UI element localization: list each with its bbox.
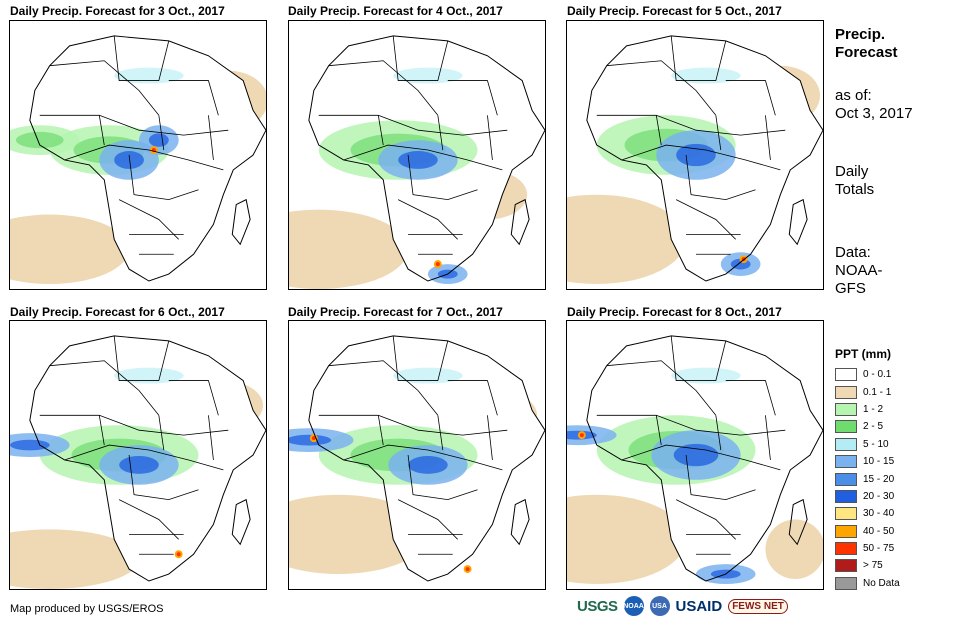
legend-item: 30 - 40 <box>835 505 900 522</box>
side-title-line2: Forecast <box>835 44 898 61</box>
totals-line2: Totals <box>835 181 875 198</box>
legend-item: 5 - 10 <box>835 436 900 453</box>
panel-title-oct3: Daily Precip. Forecast for 3 Oct., 2017 <box>10 4 225 18</box>
data-source-block: Data: NOAA- GFS <box>835 244 883 298</box>
map-panel-oct5 <box>566 20 824 290</box>
legend-swatch <box>835 559 857 573</box>
side-title-line1: Precip. <box>835 26 886 43</box>
legend-swatch <box>835 455 857 469</box>
legend-label: 0 - 0.1 <box>863 369 892 381</box>
legend-item: > 75 <box>835 557 900 574</box>
legend-label: 2 - 5 <box>863 421 884 433</box>
legend-label: > 75 <box>863 560 883 572</box>
legend-item: 2 - 5 <box>835 418 900 435</box>
legend-swatch <box>835 368 857 382</box>
map-panel-oct3 <box>9 20 267 290</box>
totals-line1: Daily <box>835 163 869 180</box>
map-panel-oct8 <box>566 320 824 590</box>
legend-swatch <box>835 576 857 590</box>
data-line2: NOAA- <box>835 262 883 279</box>
legend-item: 20 - 30 <box>835 488 900 505</box>
legend-item: 15 - 20 <box>835 470 900 487</box>
panel-title-oct7: Daily Precip. Forecast for 7 Oct., 2017 <box>288 305 503 319</box>
fews-net-logo: FEWS NET <box>728 598 788 614</box>
legend-swatch <box>835 524 857 538</box>
data-line3: GFS <box>835 280 866 297</box>
legend-item: 50 - 75 <box>835 540 900 557</box>
legend-label: 5 - 10 <box>863 438 889 450</box>
noaa-logo: NOAA <box>623 596 644 616</box>
legend-title: PPT (mm) <box>835 347 892 361</box>
panel-title-oct5: Daily Precip. Forecast for 5 Oct., 2017 <box>567 4 782 18</box>
legend-item: 1 - 2 <box>835 401 900 418</box>
as-of-label: as of: <box>835 87 872 104</box>
legend-label: No Data <box>863 577 900 589</box>
panel-title-oct4: Daily Precip. Forecast for 4 Oct., 2017 <box>288 4 503 18</box>
legend-item: 40 - 50 <box>835 523 900 540</box>
side-title: Precip. Forecast <box>835 26 898 62</box>
panel-title-oct6: Daily Precip. Forecast for 6 Oct., 2017 <box>10 305 225 319</box>
legend-swatch <box>835 507 857 521</box>
legend-swatch <box>835 402 857 416</box>
legend-label: 15 - 20 <box>863 473 895 485</box>
totals-block: Daily Totals <box>835 163 874 199</box>
legend-swatch <box>835 420 857 434</box>
legend: 0 - 0.1 0.1 - 1 1 - 2 2 - 5 5 - 10 10 - 15 15 … <box>835 366 900 592</box>
data-line1: Data: <box>835 244 871 261</box>
legend-label: 1 - 2 <box>863 403 884 415</box>
map-panel-oct7 <box>288 320 546 590</box>
legend-label: 0.1 - 1 <box>863 386 892 398</box>
logos: USGS NOAA USA USAID FEWS NET <box>577 596 788 616</box>
legend-swatch <box>835 472 857 486</box>
legend-swatch <box>835 385 857 399</box>
legend-label: 10 - 15 <box>863 456 895 468</box>
legend-swatch <box>835 489 857 503</box>
legend-item: No Data <box>835 575 900 592</box>
legend-swatch <box>835 542 857 556</box>
usgs-logo: USGS <box>577 597 618 615</box>
seal-logo: USA <box>649 596 670 616</box>
legend-item: 0.1 - 1 <box>835 383 900 400</box>
legend-item: 0 - 0.1 <box>835 366 900 383</box>
credit-text: Map produced by USGS/EROS <box>10 603 164 615</box>
as-of-date: Oct 3, 2017 <box>835 105 913 122</box>
map-panel-oct4 <box>288 20 546 290</box>
legend-swatch <box>835 437 857 451</box>
legend-label: 40 - 50 <box>863 525 895 537</box>
panel-title-oct8: Daily Precip. Forecast for 8 Oct., 2017 <box>567 305 782 319</box>
as-of-block: as of: Oct 3, 2017 <box>835 87 913 123</box>
legend-label: 30 - 40 <box>863 508 895 520</box>
usaid-logo: USAID <box>675 597 723 615</box>
legend-label: 20 - 30 <box>863 490 895 502</box>
map-panel-oct6 <box>9 320 267 590</box>
legend-label: 50 - 75 <box>863 543 895 555</box>
legend-item: 10 - 15 <box>835 453 900 470</box>
